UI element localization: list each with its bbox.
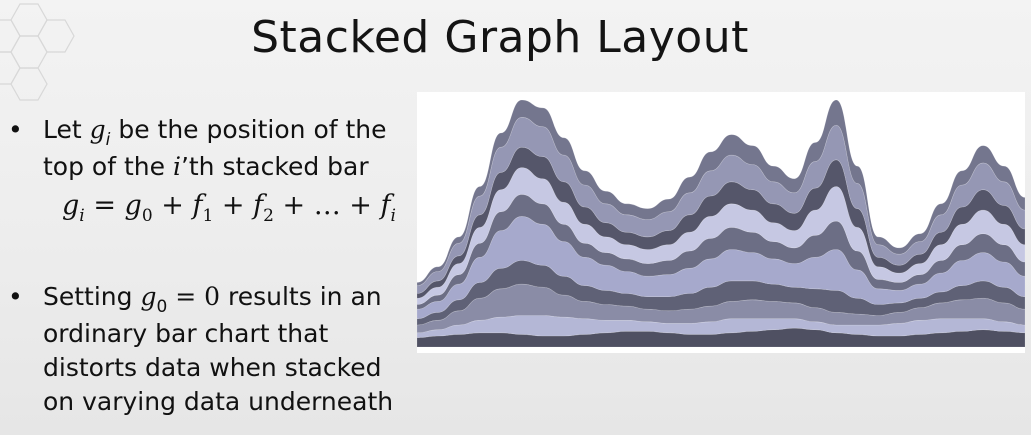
slide-title: Stacked Graph Layout (251, 12, 749, 63)
formula-lhs-sub: i (79, 206, 85, 226)
bullet-text-line2: ordinary bar chart that (43, 319, 329, 348)
math-equals-zero: = 0 (167, 282, 221, 311)
formula-ellipsis: + … + (273, 190, 381, 221)
math-var-g: g (89, 115, 106, 144)
formula-term-g0-sub: 0 (141, 206, 153, 226)
bullet-text-line3: distorts data when stacked (43, 353, 382, 382)
bullet-text-line2-lead: top of the (43, 152, 173, 181)
streamgraph-svg (416, 99, 1026, 348)
formula-term-f1: f (192, 190, 203, 221)
math-sub-i: i (105, 130, 111, 150)
formula-term-f1-sub: 1 (202, 206, 214, 226)
formula-term-fi-sub: i (390, 206, 396, 226)
math-var-g: g (140, 282, 157, 311)
formula-equals: = (84, 190, 125, 221)
bullet-dot: • (8, 282, 23, 311)
formula-plus: + (152, 190, 193, 221)
stacking-formula: gi = g0 + f1 + f2 + … + fi (62, 190, 396, 226)
formula-term-fi: f (380, 190, 391, 221)
math-sub-0: 0 (156, 297, 168, 317)
bullet-text-lead: Let (43, 115, 90, 144)
bullet-text-tail: be the position of the (110, 115, 387, 144)
formula-term-g0: g (124, 190, 142, 221)
hexagon-pattern-decoration (0, 3, 75, 101)
bullet-dot: • (8, 115, 23, 144)
math-var-i: i (172, 152, 181, 181)
bullet-text-lead: Setting (43, 282, 141, 311)
bullet-text: Setting g0 = 0 results in an ordinary ba… (43, 280, 403, 419)
bullet-text-tail: results in an (220, 282, 382, 311)
bullet-text: Let gi be the position of the top of the… (43, 113, 403, 184)
bullet-text-line4: on varying data underneath (43, 387, 394, 416)
formula-term-f2-sub: 2 (263, 206, 274, 226)
formula-term-f2: f (253, 190, 264, 221)
formula-plus: + (213, 190, 254, 221)
bullet-text-line2-tail: ’th stacked bar (180, 152, 369, 181)
streamgraph-figure (416, 92, 1026, 353)
formula-lhs: g (62, 190, 80, 221)
